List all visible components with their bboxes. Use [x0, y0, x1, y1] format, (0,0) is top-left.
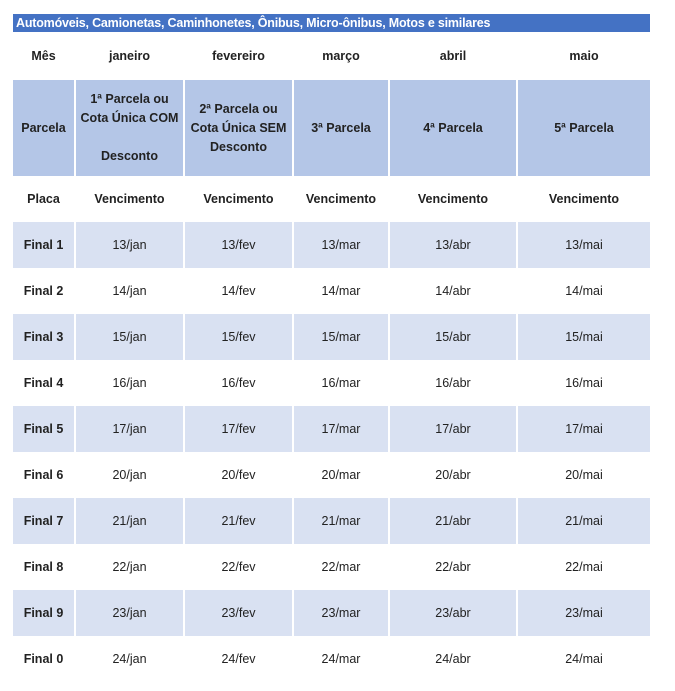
table-cell: maio: [516, 32, 650, 80]
table-row: Final 8 22/jan 22/fev 22/mar 22/abr 22/mai: [13, 544, 650, 590]
table-row: Final 7 21/jan 21/fev 21/mar 21/abr 21/mai: [13, 498, 650, 544]
table-cell: 20/mar: [292, 452, 389, 498]
table-cell: Vencimento: [183, 176, 293, 222]
table-cell: 14/fev: [183, 268, 293, 314]
table-cell: 16/fev: [183, 360, 293, 406]
table-cell: 15/fev: [183, 314, 293, 360]
table-cell: 17/mar: [292, 406, 389, 452]
table-row: Final 0 24/jan 24/fev 24/mar 24/abr 24/mai: [13, 636, 650, 682]
table-cell: 22/fev: [183, 544, 293, 590]
table-row: Final 6 20/jan 20/fev 20/mar 20/abr 20/mai: [13, 452, 650, 498]
table-cell: 1ª Parcela ou Cota Única COM Desconto: [74, 80, 184, 176]
table-cell: 14/mar: [292, 268, 389, 314]
table-title: Automóveis, Camionetas, Caminhonetes, Ôn…: [13, 14, 650, 32]
table-cell: 24/abr: [388, 636, 517, 682]
table-cell: Final 5: [13, 406, 75, 452]
table-row: Final 5 17/jan 17/fev 17/mar 17/abr 17/mai: [13, 406, 650, 452]
table-cell: Vencimento: [292, 176, 389, 222]
table-cell: 13/abr: [388, 222, 517, 268]
table-cell: Final 4: [23, 376, 64, 390]
table-cell: 21/mar: [292, 498, 389, 544]
table-cell: Final 6: [23, 468, 64, 482]
month-header-row: Mês janeiro fevereiro março abril maio: [13, 32, 650, 80]
table-cell: Final 9: [13, 590, 75, 636]
table-cell: 15/mai: [516, 314, 650, 360]
table-cell: 21/fev: [183, 498, 293, 544]
parcela-header-row: Parcela 1ª Parcela ou Cota Única COM Desco…: [13, 80, 650, 176]
table-cell: 21/abr: [388, 498, 517, 544]
table-row: Final 3 15/jan 15/fev 15/mar 15/abr 15/mai: [13, 314, 650, 360]
table-cell: 22/jan: [74, 544, 184, 590]
placa-header-row: Placa Vencimento Vencimento Vencimento Venci…: [13, 176, 650, 222]
ipva-schedule-table: Mês janeiro fevereiro março abril maio Parcela…: [13, 32, 650, 682]
table-cell: 13/mai: [516, 222, 650, 268]
table-cell: 13/fev: [183, 222, 293, 268]
table-cell: Final 2: [23, 284, 64, 298]
table-cell: 22/mai: [516, 544, 650, 590]
table-cell: fevereiro: [183, 32, 293, 80]
table-cell: 14/mai: [516, 268, 650, 314]
table-row: Final 1 13/jan 13/fev 13/mar 13/abr 13/mai: [13, 222, 650, 268]
table-cell: 15/mar: [292, 314, 389, 360]
table-cell: 20/jan: [74, 452, 184, 498]
table-cell: março: [292, 32, 389, 80]
table-cell: Mês: [31, 49, 56, 63]
table-cell: 20/mai: [516, 452, 650, 498]
table-cell: 23/jan: [74, 590, 184, 636]
table-cell: 23/abr: [388, 590, 517, 636]
table-cell: 15/abr: [388, 314, 517, 360]
table-cell: 17/mai: [516, 406, 650, 452]
table-row: Final 9 23/jan 23/fev 23/mar 23/abr 23/mai: [13, 590, 650, 636]
table-cell: 16/jan: [74, 360, 184, 406]
table-cell: 20/fev: [183, 452, 293, 498]
table-cell: abril: [388, 32, 517, 80]
table-cell: 17/fev: [183, 406, 293, 452]
table-cell: Final 7: [13, 498, 75, 544]
table-cell: 13/jan: [74, 222, 184, 268]
table-cell: Vencimento: [388, 176, 517, 222]
table-cell: 22/abr: [388, 544, 517, 590]
table-cell: 15/jan: [74, 314, 184, 360]
table-cell: Vencimento: [516, 176, 650, 222]
table-cell: 24/mar: [292, 636, 389, 682]
table-cell: 23/fev: [183, 590, 293, 636]
table-cell: 16/mar: [292, 360, 389, 406]
table-cell: Parcela: [13, 80, 75, 176]
table-cell: 23/mai: [516, 590, 650, 636]
table-cell: 14/abr: [388, 268, 517, 314]
table-cell: 16/mai: [516, 360, 650, 406]
table-cell: Final 3: [13, 314, 75, 360]
table-cell: 17/jan: [74, 406, 184, 452]
table-cell: 2ª Parcela ou Cota Única SEM Desconto: [183, 80, 293, 176]
table-cell: janeiro: [74, 32, 184, 80]
table-cell: 16/abr: [388, 360, 517, 406]
table-cell: 21/mai: [516, 498, 650, 544]
table-cell: 14/jan: [74, 268, 184, 314]
table-cell: 24/jan: [74, 636, 184, 682]
table-cell: 24/fev: [183, 636, 293, 682]
table-row: Final 4 16/jan 16/fev 16/mar 16/abr 16/mai: [13, 360, 650, 406]
table-cell: 17/abr: [388, 406, 517, 452]
table-cell: Final 1: [13, 222, 75, 268]
table-cell: 22/mar: [292, 544, 389, 590]
table-row: Final 2 14/jan 14/fev 14/mar 14/abr 14/mai: [13, 268, 650, 314]
table-cell: 23/mar: [292, 590, 389, 636]
table-cell: 4ª Parcela: [388, 80, 517, 176]
table-cell: 20/abr: [388, 452, 517, 498]
table-cell: Final 0: [23, 652, 64, 666]
table-cell: Placa: [27, 192, 60, 206]
table-cell: 24/mai: [516, 636, 650, 682]
table-cell: 3ª Parcela: [292, 80, 389, 176]
table-cell: Vencimento: [74, 176, 184, 222]
table-cell: 21/jan: [74, 498, 184, 544]
table-cell: Final 8: [23, 560, 64, 574]
table-cell: 5ª Parcela: [516, 80, 650, 176]
table-cell: 13/mar: [292, 222, 389, 268]
